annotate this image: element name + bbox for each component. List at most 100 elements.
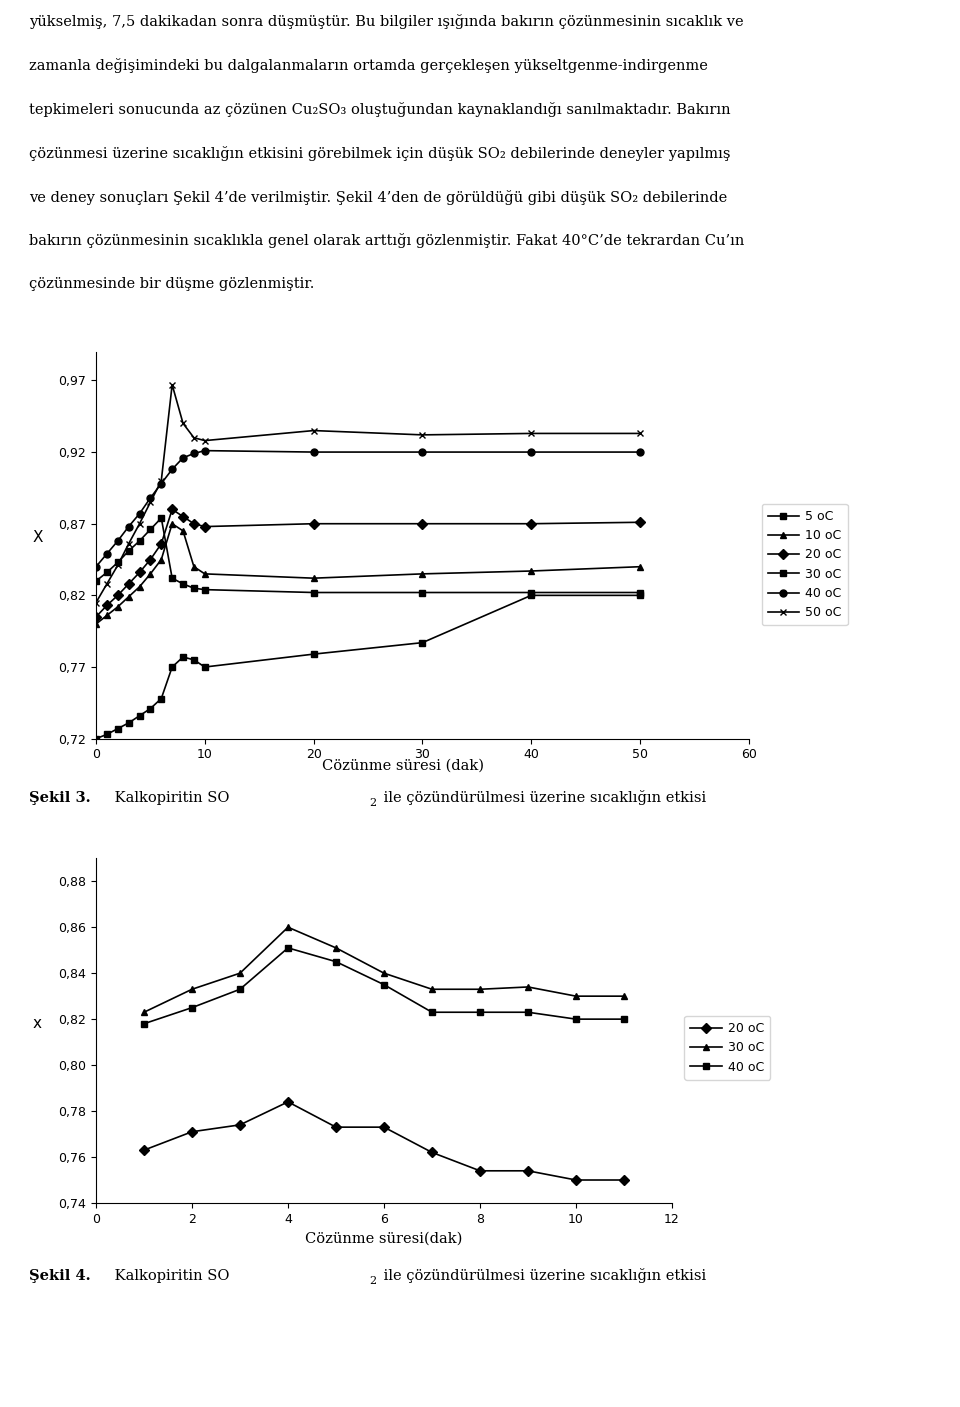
40 oC bbox=[234, 981, 246, 998]
20 oC bbox=[282, 1093, 294, 1110]
20 oC bbox=[145, 552, 156, 568]
Text: ve deney sonuçları Şekil 4’de verilmiştir. Şekil 4’den de görüldüğü gibi düşük S: ve deney sonuçları Şekil 4’de verilmişti… bbox=[29, 190, 727, 204]
30 oC bbox=[635, 584, 646, 601]
40 oC bbox=[133, 505, 145, 522]
5 oC bbox=[133, 708, 145, 725]
20 oC bbox=[378, 1119, 390, 1135]
5 oC bbox=[156, 689, 167, 706]
20 oC bbox=[90, 608, 102, 625]
50 oC bbox=[525, 425, 537, 442]
40 oC bbox=[308, 443, 320, 460]
30 oC bbox=[178, 575, 189, 592]
40 oC bbox=[618, 1010, 630, 1027]
30 oC bbox=[522, 978, 534, 995]
10 oC bbox=[112, 598, 124, 615]
40 oC bbox=[570, 1010, 582, 1027]
30 oC bbox=[282, 919, 294, 936]
20 oC bbox=[156, 535, 167, 552]
20 oC bbox=[186, 1123, 198, 1140]
Text: çözünmesinde bir düşme gözlenmiştir.: çözünmesinde bir düşme gözlenmiştir. bbox=[29, 277, 314, 291]
Text: tepkimeleri sonucunda az çözünen Cu₂SO₃ oluştuğundan kaynaklandığı sanılmaktadır: tepkimeleri sonucunda az çözünen Cu₂SO₃ … bbox=[29, 101, 731, 117]
20 oC bbox=[570, 1172, 582, 1189]
30 oC bbox=[123, 543, 134, 560]
40 oC bbox=[199, 442, 210, 459]
50 oC bbox=[308, 422, 320, 439]
Text: 2: 2 bbox=[370, 1276, 376, 1286]
30 oC bbox=[112, 554, 124, 571]
5 oC bbox=[635, 587, 646, 604]
Text: yükselmiş, 7,5 dakikadan sonra düşmüştür. Bu bilgiler ışığında bakırın çözünmesi: yükselmiş, 7,5 dakikadan sonra düşmüştür… bbox=[29, 14, 743, 30]
20 oC bbox=[178, 508, 189, 525]
30 oC bbox=[570, 988, 582, 1005]
20 oC bbox=[417, 515, 428, 532]
20 oC bbox=[234, 1116, 246, 1133]
40 oC bbox=[635, 443, 646, 460]
50 oC bbox=[133, 515, 145, 532]
50 oC bbox=[188, 429, 200, 446]
10 oC bbox=[156, 552, 167, 568]
5 oC bbox=[166, 658, 178, 675]
Text: Cözünme süresi (dak): Cözünme süresi (dak) bbox=[323, 758, 484, 772]
20 oC bbox=[199, 518, 210, 535]
30 oC bbox=[417, 584, 428, 601]
5 oC bbox=[145, 701, 156, 718]
40 oC bbox=[188, 445, 200, 461]
5 oC bbox=[112, 720, 124, 737]
40 oC bbox=[330, 953, 342, 969]
20 oC bbox=[138, 1141, 150, 1158]
40 oC bbox=[378, 976, 390, 993]
10 oC bbox=[145, 566, 156, 582]
Text: Kalkopiritin SO: Kalkopiritin SO bbox=[110, 1269, 229, 1283]
30 oC bbox=[188, 580, 200, 597]
10 oC bbox=[188, 559, 200, 575]
30 oC bbox=[186, 981, 198, 998]
20 oC bbox=[618, 1172, 630, 1189]
50 oC bbox=[635, 425, 646, 442]
50 oC bbox=[166, 376, 178, 393]
5 oC bbox=[525, 587, 537, 604]
5 oC bbox=[90, 730, 102, 747]
30 oC bbox=[145, 521, 156, 537]
Line: 30 oC: 30 oC bbox=[140, 924, 628, 1016]
10 oC bbox=[178, 522, 189, 539]
30 oC bbox=[618, 988, 630, 1005]
Line: 30 oC: 30 oC bbox=[92, 515, 643, 597]
Text: Şekil 3.: Şekil 3. bbox=[29, 791, 90, 805]
5 oC bbox=[199, 658, 210, 675]
40 oC bbox=[426, 1003, 438, 1020]
40 oC bbox=[282, 940, 294, 957]
20 oC bbox=[133, 564, 145, 581]
40 oC bbox=[166, 461, 178, 478]
5 oC bbox=[101, 726, 112, 743]
10 oC bbox=[635, 559, 646, 575]
30 oC bbox=[101, 564, 112, 581]
30 oC bbox=[138, 1003, 150, 1020]
10 oC bbox=[90, 616, 102, 633]
10 oC bbox=[101, 606, 112, 623]
30 oC bbox=[166, 570, 178, 587]
40 oC bbox=[178, 449, 189, 466]
20 oC bbox=[522, 1162, 534, 1179]
5 oC bbox=[178, 649, 189, 666]
Line: 20 oC: 20 oC bbox=[140, 1099, 628, 1183]
40 oC bbox=[525, 443, 537, 460]
Y-axis label: x: x bbox=[33, 1016, 42, 1030]
10 oC bbox=[199, 566, 210, 582]
20 oC bbox=[112, 587, 124, 604]
10 oC bbox=[166, 515, 178, 532]
Legend: 5 oC, 10 oC, 20 oC, 30 oC, 40 oC, 50 oC: 5 oC, 10 oC, 20 oC, 30 oC, 40 oC, 50 oC bbox=[761, 504, 848, 626]
40 oC bbox=[138, 1016, 150, 1033]
Text: zamanla değişimindeki bu dalgalanmaların ortamda gerçekleşen yükseltgenme-indirg: zamanla değişimindeki bu dalgalanmaların… bbox=[29, 58, 708, 73]
50 oC bbox=[156, 473, 167, 490]
30 oC bbox=[133, 532, 145, 549]
30 oC bbox=[426, 981, 438, 998]
20 oC bbox=[426, 1144, 438, 1161]
30 oC bbox=[234, 965, 246, 982]
50 oC bbox=[90, 594, 102, 611]
50 oC bbox=[145, 494, 156, 511]
Line: 10 oC: 10 oC bbox=[92, 521, 643, 628]
20 oC bbox=[330, 1119, 342, 1135]
30 oC bbox=[156, 509, 167, 526]
40 oC bbox=[186, 999, 198, 1016]
Text: ile çözündürülmesi üzerine sıcaklığın etkisi: ile çözündürülmesi üzerine sıcaklığın et… bbox=[379, 1268, 707, 1283]
